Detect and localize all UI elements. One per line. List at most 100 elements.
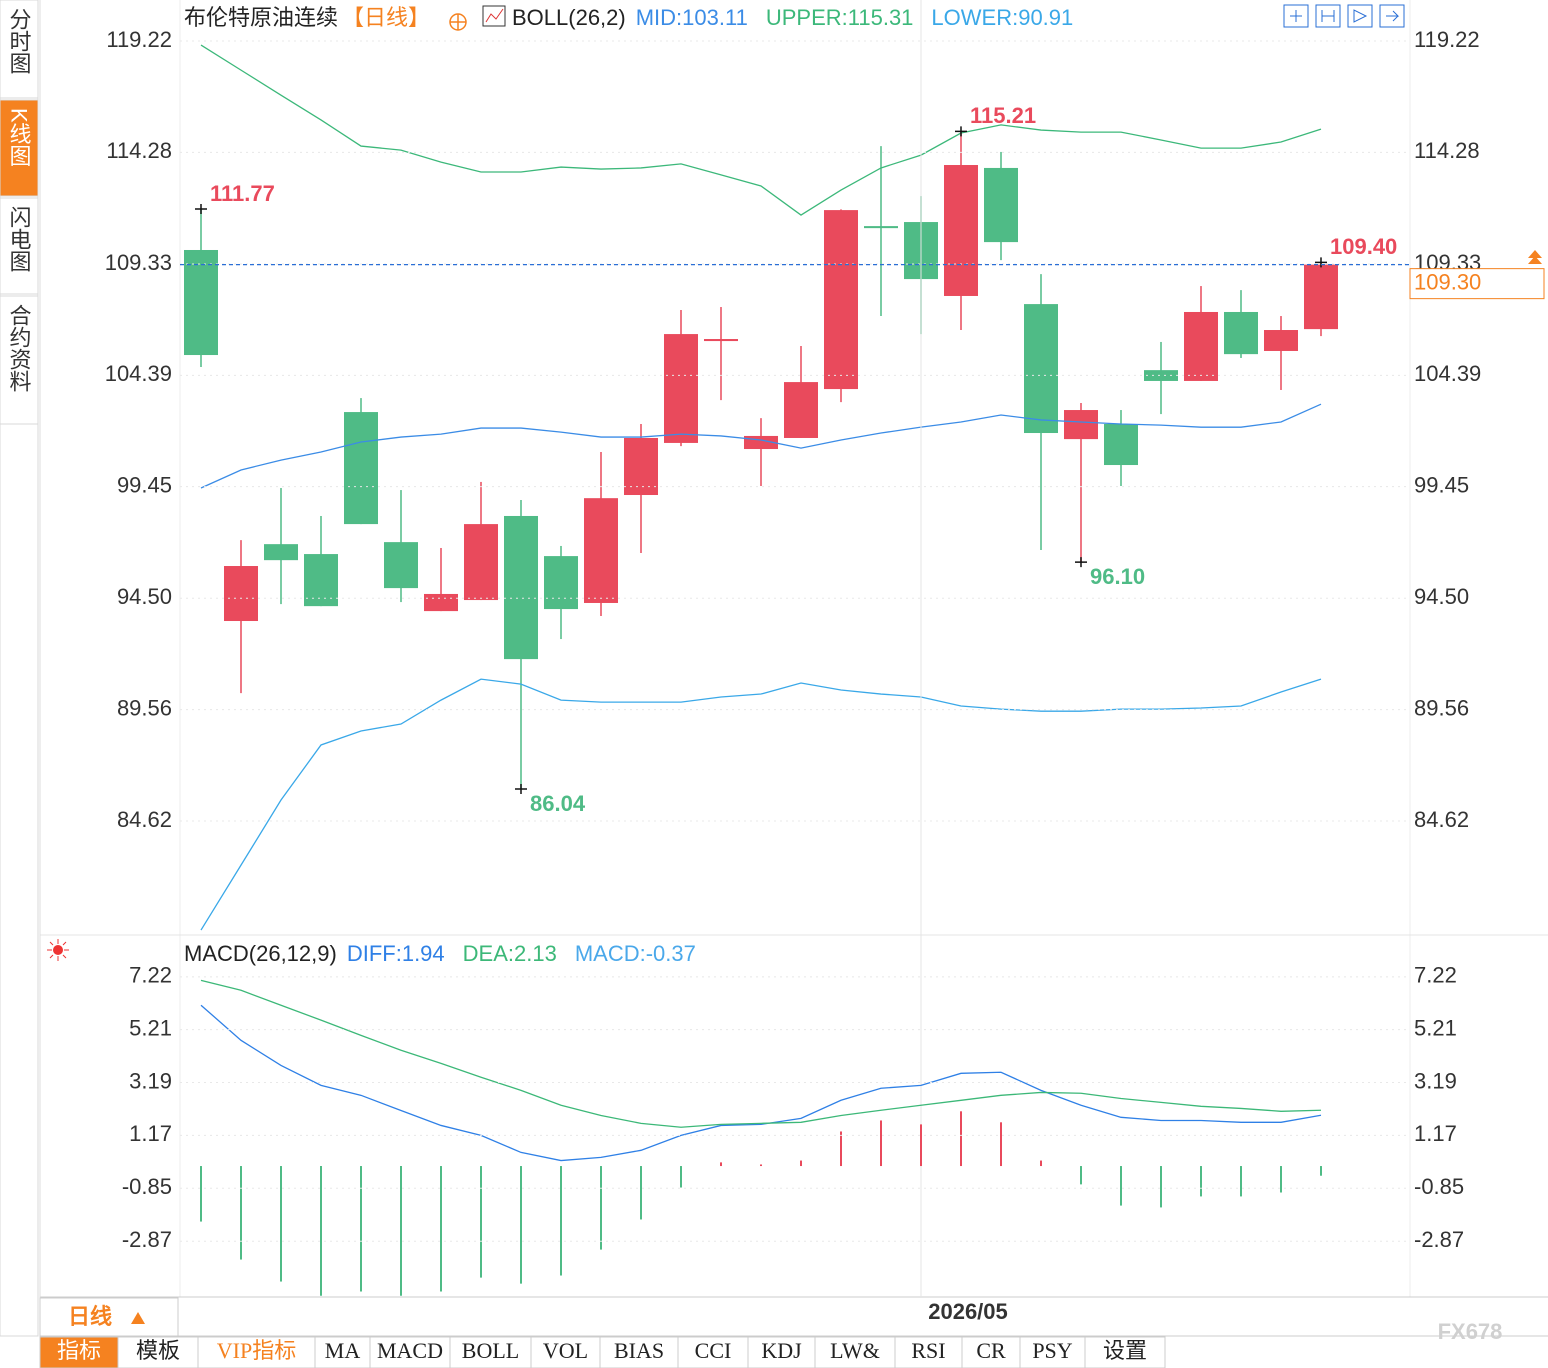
toolbar-label[interactable]: 指标 — [57, 1338, 101, 1363]
macd-line — [200, 1004, 1322, 1162]
legend-entry: MACD:-0.37 — [575, 941, 696, 966]
toolbar-item[interactable] — [747, 1336, 816, 1368]
sidebar-tab[interactable] — [0, 295, 39, 425]
macd-icon[interactable] — [53, 945, 63, 955]
y-tick-label: 5.21 — [129, 1015, 172, 1040]
y-tick-label: 104.39 — [105, 361, 172, 386]
y-tick-label: 89.56 — [117, 695, 172, 720]
boll-line — [200, 403, 1322, 489]
extreme-cross — [195, 203, 207, 214]
legend-entry: DEA:2.13 — [463, 941, 557, 966]
x-tick-label: 2026/05 — [928, 1299, 1008, 1324]
y-tick-label: 7.22 — [129, 963, 172, 988]
indicator-label: BOLL(26,2) — [512, 5, 626, 30]
icon[interactable] — [1347, 4, 1373, 28]
extreme-label: 109.40 — [1330, 234, 1397, 259]
toolbar-label[interactable]: MA — [325, 1338, 361, 1363]
extreme-cross — [955, 126, 967, 137]
toolbar-label[interactable]: KDJ — [761, 1338, 802, 1363]
toolbar-label[interactable]: 模板 — [136, 1338, 180, 1363]
toolbar-label[interactable]: VOL — [543, 1338, 588, 1363]
toolbar-item[interactable] — [1084, 1336, 1166, 1368]
toolbar-item[interactable] — [117, 1336, 199, 1368]
candle-body — [944, 165, 978, 296]
toolbar-label[interactable]: MACD — [377, 1338, 443, 1363]
extreme-label: 96.10 — [1090, 564, 1145, 589]
y2-tick-label: 3.19 — [1414, 1068, 1457, 1093]
indicator-icon[interactable] — [482, 5, 506, 27]
sidebar-tab[interactable] — [0, 197, 39, 295]
candle-body — [504, 515, 538, 660]
toolbar-item[interactable] — [814, 1336, 896, 1368]
indicator-icon-glyph — [485, 8, 504, 23]
legend-entry: UPPER:115.31 — [766, 5, 914, 30]
sidebar-tab-label[interactable]: 闪电图 — [7, 206, 32, 272]
icon[interactable] — [1283, 4, 1309, 28]
period-arrow — [131, 1312, 145, 1324]
period-tab[interactable] — [39, 1297, 179, 1337]
toolbar-label[interactable]: CCI — [695, 1338, 732, 1363]
candle-body — [984, 167, 1018, 243]
y2-tick-label: -0.85 — [1414, 1174, 1464, 1199]
candle-body — [344, 412, 378, 525]
pane — [184, 44, 1338, 931]
y-tick-label: 94.50 — [117, 584, 172, 609]
candle-body — [824, 210, 858, 390]
y-tick-label: -2.87 — [122, 1227, 172, 1252]
y2-tick-label: 94.50 — [1414, 584, 1469, 609]
y-tick-label: 84.62 — [117, 807, 172, 832]
chart-title: MACD(26,12,9) — [184, 941, 337, 966]
y-tick-label: 114.28 — [106, 138, 172, 163]
legend-entry: LOWER:90.91 — [931, 5, 1073, 30]
boll-line — [200, 44, 1322, 216]
y-tick-label: 119.22 — [106, 27, 172, 52]
toolbar-item[interactable] — [894, 1336, 963, 1368]
candle-body — [264, 544, 298, 561]
candle-body — [1264, 330, 1298, 351]
toolbar-label[interactable]: BIAS — [614, 1338, 664, 1363]
toolbar-label[interactable]: RSI — [911, 1338, 945, 1363]
candle-body — [1224, 311, 1258, 355]
toolbar-item[interactable] — [39, 1336, 119, 1368]
sidebar-tab[interactable] — [0, 99, 39, 197]
toolbar-label[interactable]: 设置 — [1103, 1338, 1147, 1363]
sidebar-tab-label[interactable]: 分时图 — [7, 8, 32, 74]
sidebar-tab[interactable] — [0, 0, 39, 99]
y2-tick-label: 1.17 — [1414, 1121, 1457, 1146]
candle-body — [544, 556, 578, 610]
icon[interactable] — [1379, 4, 1405, 28]
toolbar-label[interactable]: CR — [976, 1338, 1006, 1363]
legend-entry: DIFF:1.94 — [347, 941, 445, 966]
watermark: FX678 — [1438, 1319, 1503, 1344]
sidebar-tab-label[interactable]: 合约资料 — [7, 304, 32, 392]
candle-body — [864, 226, 898, 229]
pane — [200, 979, 1322, 1296]
sidebar-tab-label[interactable]: K线图 — [7, 108, 32, 167]
period-label[interactable]: 日线 — [68, 1304, 112, 1329]
extreme-label: 86.04 — [530, 791, 586, 816]
legend-entry: MID:103.11 — [636, 5, 748, 30]
toolbar-label[interactable]: LW& — [830, 1338, 880, 1363]
extreme-cross — [1315, 257, 1327, 268]
y2-tick-label: 7.22 — [1414, 963, 1457, 988]
extreme-label: 111.77 — [210, 181, 275, 206]
candle-body — [664, 334, 698, 443]
toolbar-label[interactable]: VIP指标 — [217, 1338, 296, 1363]
toolbar-item[interactable] — [449, 1336, 532, 1368]
candle-body — [784, 382, 818, 438]
candle-body — [624, 437, 658, 496]
boll-line — [200, 678, 1322, 931]
y2-tick-label: -2.87 — [1414, 1227, 1464, 1252]
toolbar-icons[interactable] — [1283, 4, 1405, 28]
toolbar-item[interactable] — [1019, 1336, 1086, 1368]
icon[interactable] — [1315, 4, 1341, 28]
candle-body — [1184, 311, 1218, 381]
extreme-cross — [515, 783, 527, 794]
y-tick-label: 3.19 — [129, 1068, 172, 1093]
candle-body — [1104, 424, 1138, 466]
toolbar-label[interactable]: PSY — [1032, 1338, 1072, 1363]
candle-body — [224, 566, 258, 622]
toolbar-item[interactable] — [961, 1336, 1021, 1368]
toolbar-label[interactable]: BOLL — [462, 1338, 519, 1363]
